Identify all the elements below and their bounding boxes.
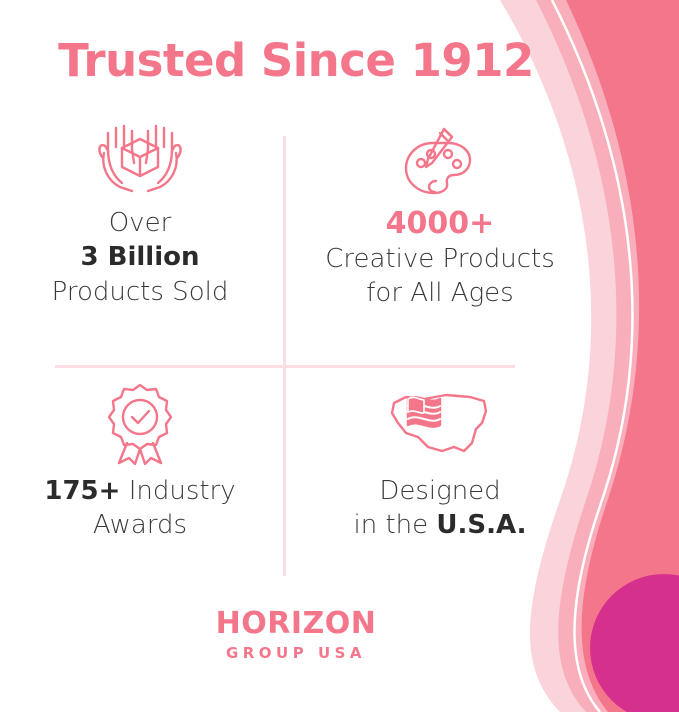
feature-line2-prefix: in the bbox=[353, 510, 437, 541]
feature-grid: Over 3 Billion Products Sold bbox=[0, 122, 592, 582]
logo-subtitle: GROUP USA bbox=[225, 644, 367, 662]
feature-creative-products: 4000+ Creative Products for All Ages bbox=[300, 122, 580, 311]
feature-line3: Products Sold bbox=[51, 276, 229, 307]
feature-line1: Over bbox=[108, 208, 172, 238]
vertical-divider bbox=[283, 136, 286, 576]
feature-designed-in-usa: Designed in the U.S.A. bbox=[300, 380, 580, 543]
feature-stat: 4000+ bbox=[385, 206, 495, 241]
feature-line1: Designed bbox=[379, 476, 501, 506]
feature-caption: 4000+ Creative Products for All Ages bbox=[300, 206, 580, 311]
feature-products-sold: Over 3 Billion Products Sold bbox=[0, 122, 280, 309]
feature-industry-awards: 175+ Industry Awards bbox=[0, 380, 280, 543]
feature-line2: Awards bbox=[92, 510, 188, 541]
feature-caption: Over 3 Billion Products Sold bbox=[0, 206, 280, 309]
feature-line2-bold: U.S.A. bbox=[436, 510, 527, 541]
feature-line2: 3 Billion bbox=[80, 242, 200, 273]
horizontal-divider bbox=[55, 365, 515, 368]
logo-name: HORIZON bbox=[215, 606, 377, 641]
usa-map-flag-icon bbox=[300, 380, 580, 466]
paint-palette-icon bbox=[300, 122, 580, 198]
feature-caption: 175+ Industry Awards bbox=[0, 474, 280, 543]
feature-caption: Designed in the U.S.A. bbox=[300, 474, 580, 543]
feature-stat: 175+ bbox=[44, 476, 121, 506]
feature-line1: Industry bbox=[128, 476, 236, 506]
hands-holding-box-icon bbox=[0, 122, 280, 198]
page-title: Trusted Since 1912 bbox=[58, 34, 534, 87]
feature-line1: Creative Products bbox=[325, 244, 555, 274]
feature-line2: for All Ages bbox=[366, 278, 514, 309]
brand-logo: HORIZON GROUP USA bbox=[0, 606, 592, 662]
award-ribbon-icon bbox=[0, 380, 280, 466]
